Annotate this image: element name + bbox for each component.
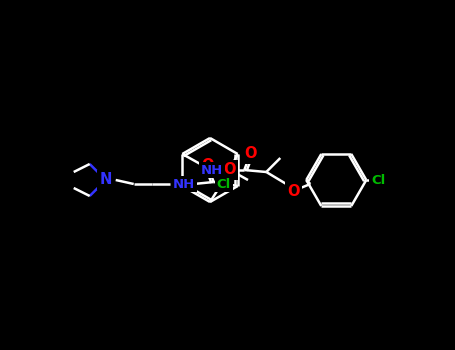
Text: O: O: [224, 162, 236, 177]
Text: Cl: Cl: [217, 177, 231, 190]
Text: NH: NH: [172, 177, 195, 190]
Text: N: N: [100, 173, 112, 188]
Text: NH: NH: [201, 163, 223, 176]
Text: O: O: [287, 183, 299, 198]
Text: O: O: [244, 147, 257, 161]
Text: Cl: Cl: [371, 174, 385, 187]
Text: O: O: [202, 159, 214, 174]
